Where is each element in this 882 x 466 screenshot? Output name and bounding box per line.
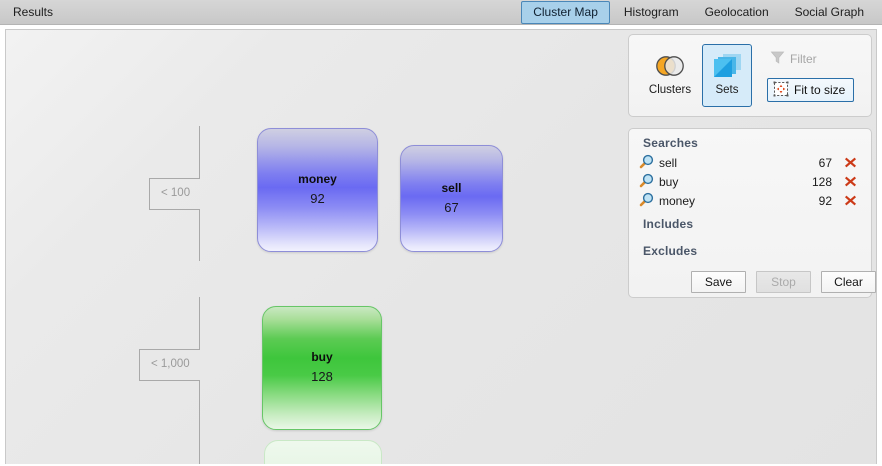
bracket-spine-bottom-2 [199, 380, 200, 464]
cluster-node-buy[interactable]: buy 128 [262, 306, 382, 430]
fit-to-size-icon [773, 81, 789, 100]
search-term: buy [659, 174, 679, 189]
cluster-node-label: buy [311, 350, 333, 364]
includes-heading: Includes [643, 217, 694, 231]
sets-mode-button[interactable]: Sets [702, 44, 752, 107]
bracket-edge-1 [149, 178, 150, 210]
cluster-node-money[interactable]: money 92 [257, 128, 378, 252]
stop-button: Stop [756, 271, 811, 293]
clusters-mode-button[interactable]: Clusters [645, 44, 695, 107]
search-term: sell [659, 155, 678, 170]
bracket-spine-bottom-1 [199, 209, 200, 261]
tab-histogram[interactable]: Histogram [623, 5, 679, 19]
bracket-arm-bottom-2 [139, 380, 200, 381]
cluster-map-canvas[interactable]: < 100 < 1,000 money 92 sell 67 buy 128 C… [5, 29, 877, 464]
searches-panel [628, 128, 872, 298]
fit-to-size-button[interactable]: Fit to size [767, 78, 855, 102]
magnifier-icon [639, 154, 654, 172]
bracket-label-under-1000: < 1,000 [151, 358, 190, 370]
search-row[interactable]: money 92 [639, 192, 857, 209]
funnel-icon [770, 50, 785, 68]
cluster-node-partial[interactable] [264, 440, 382, 464]
cluster-node-count: 128 [311, 369, 333, 384]
delete-icon[interactable] [844, 194, 857, 207]
view-tabs: Cluster Map Histogram Geolocation Social… [519, 1, 876, 24]
page-title: Results [13, 5, 54, 19]
filter-control: Filter [770, 50, 817, 68]
magnifier-icon [639, 173, 654, 191]
cluster-node-count: 92 [310, 191, 325, 206]
search-row[interactable]: sell 67 [639, 154, 857, 171]
search-row[interactable]: buy 128 [639, 173, 857, 190]
cluster-node-count: 67 [444, 199, 459, 215]
tab-social-graph[interactable]: Social Graph [794, 5, 864, 19]
searches-button-row: Save Stop Clear [691, 271, 876, 293]
cluster-node-label: money [298, 172, 337, 186]
magnifier-icon [639, 192, 654, 210]
bracket-edge-2 [139, 349, 140, 381]
bracket-spine-top-2 [199, 297, 200, 350]
search-count: 128 [811, 174, 832, 189]
bracket-arm-top-2 [139, 349, 200, 350]
filter-label: Filter [790, 52, 817, 66]
search-term: money [659, 193, 696, 208]
bracket-arm-top-1 [149, 178, 200, 179]
save-button[interactable]: Save [691, 271, 746, 293]
clear-button[interactable]: Clear [821, 271, 876, 293]
fit-to-size-label: Fit to size [794, 83, 846, 97]
venn-circles-icon [653, 51, 687, 81]
title-bar: Results Cluster Map Histogram Geolocatio… [0, 0, 882, 25]
tab-cluster-map[interactable]: Cluster Map [521, 1, 610, 24]
sets-mode-label: Sets [715, 84, 739, 96]
cluster-node-sell[interactable]: sell 67 [400, 145, 503, 252]
searches-heading: Searches [643, 136, 698, 150]
bracket-label-under-100: < 100 [161, 187, 191, 199]
search-count: 92 [818, 193, 832, 208]
window-bottom-edge [0, 464, 882, 466]
excludes-heading: Excludes [643, 244, 698, 258]
cluster-node-label: sell [441, 180, 462, 195]
clusters-mode-label: Clusters [648, 84, 692, 96]
delete-icon[interactable] [844, 175, 857, 188]
delete-icon[interactable] [844, 156, 857, 169]
search-count: 67 [818, 155, 832, 170]
tab-geolocation[interactable]: Geolocation [704, 5, 769, 19]
bracket-spine-top-1 [199, 126, 200, 179]
stacked-squares-icon [710, 51, 744, 81]
bracket-arm-bottom-1 [149, 209, 200, 210]
